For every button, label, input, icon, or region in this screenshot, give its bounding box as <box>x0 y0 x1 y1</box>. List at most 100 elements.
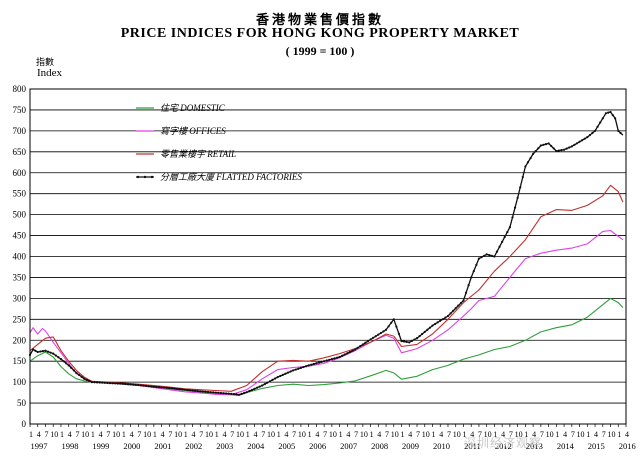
series-point <box>379 331 382 335</box>
series-point <box>196 389 199 393</box>
series-point <box>59 357 63 361</box>
y-tick-label: 500 <box>13 210 27 220</box>
series-point <box>134 383 137 386</box>
x-tick-label: 1 <box>493 430 497 439</box>
series-point <box>116 382 119 385</box>
x-year-label: 2005 <box>278 441 295 451</box>
series-point <box>436 321 439 324</box>
x-tick-label: 4 <box>501 430 505 439</box>
series-point <box>250 388 253 392</box>
series-point <box>534 150 537 153</box>
series-point <box>343 353 346 356</box>
series-point <box>607 111 610 114</box>
series-point <box>137 383 140 387</box>
x-year-label: 1998 <box>61 441 78 451</box>
series-point <box>529 156 532 160</box>
series-point <box>219 391 223 395</box>
x-tick-label: 4 <box>563 430 567 439</box>
series-point <box>142 384 145 387</box>
series-point <box>108 382 112 385</box>
series-point <box>261 384 264 387</box>
series-point <box>601 117 604 120</box>
series-point <box>599 121 602 124</box>
series-point <box>163 386 166 389</box>
x-tick-label: 1 <box>586 430 590 439</box>
y-tick-label: 350 <box>13 272 27 282</box>
series-point <box>83 377 86 380</box>
x-tick-label: 4 <box>377 430 381 439</box>
series-point <box>312 362 315 366</box>
series-point <box>317 361 321 364</box>
series-point <box>557 149 561 152</box>
x-year-label: 2009 <box>402 441 419 451</box>
series-point <box>346 352 349 355</box>
series-point <box>119 382 122 385</box>
series-point <box>276 376 279 379</box>
x-tick-label: 4 <box>594 430 598 439</box>
series-point <box>152 385 155 388</box>
x-tick-label: 4 <box>68 430 72 439</box>
series-point <box>593 129 597 132</box>
series-point <box>516 196 519 199</box>
series-point <box>470 276 473 279</box>
series-point <box>139 384 143 387</box>
series-point <box>46 350 50 353</box>
series-point <box>341 354 344 357</box>
legend-label: 住宅 DOMESTIC <box>160 103 226 113</box>
x-tick-label: 10 <box>205 430 213 439</box>
x-tick-label: 10 <box>174 430 182 439</box>
x-tick-label: 4 <box>532 430 536 439</box>
series-point <box>521 175 524 179</box>
series-point <box>565 147 568 150</box>
series-point <box>170 387 174 390</box>
series-point <box>240 392 243 395</box>
series-point <box>488 254 491 257</box>
x-tick-label: 10 <box>236 430 244 439</box>
x-tick-label: 1 <box>339 430 343 439</box>
series-point <box>560 149 563 152</box>
x-tick-label: 7 <box>199 430 203 439</box>
x-year-label: 2011 <box>464 441 481 451</box>
y-tick-label: 750 <box>13 105 27 115</box>
x-tick-label: 1 <box>370 430 374 439</box>
series-point <box>227 392 230 395</box>
series-point <box>359 345 362 348</box>
series-point <box>284 372 287 375</box>
x-tick-label: 7 <box>292 430 296 439</box>
series-point <box>271 378 274 381</box>
series-point <box>335 356 339 359</box>
series-point <box>421 332 424 336</box>
series-point <box>88 379 91 383</box>
x-year-label: 2002 <box>185 441 202 451</box>
series-point <box>243 391 246 395</box>
x-tick-label: 10 <box>391 430 399 439</box>
series-point <box>39 350 42 353</box>
chart-subtitle: ( 1999 = 100 ) <box>285 44 355 58</box>
series-point <box>281 373 284 376</box>
series-point <box>562 148 566 151</box>
x-year-label: 2013 <box>526 441 543 451</box>
series-point <box>129 383 132 386</box>
x-year-label: 2014 <box>557 441 575 451</box>
x-year-label: 1999 <box>92 441 109 451</box>
series-point <box>506 230 509 234</box>
x-tick-label: 10 <box>329 430 337 439</box>
series-point <box>356 346 359 349</box>
series-point <box>457 304 460 307</box>
series-point <box>410 339 413 343</box>
series-point <box>351 349 354 352</box>
y-tick-label: 100 <box>13 377 27 387</box>
series-point <box>289 370 292 373</box>
x-year-label: 1997 <box>31 441 48 451</box>
x-tick-label: 1 <box>617 430 621 439</box>
x-tick-label: 7 <box>509 430 513 439</box>
series-point <box>544 143 548 146</box>
series-point <box>428 326 432 329</box>
x-year-label: 2012 <box>495 441 512 451</box>
series-point <box>583 137 586 140</box>
series-point <box>596 125 599 128</box>
x-tick-label: 7 <box>602 430 606 439</box>
series-point <box>366 339 370 343</box>
series-point <box>147 385 150 388</box>
series-point <box>181 388 184 391</box>
